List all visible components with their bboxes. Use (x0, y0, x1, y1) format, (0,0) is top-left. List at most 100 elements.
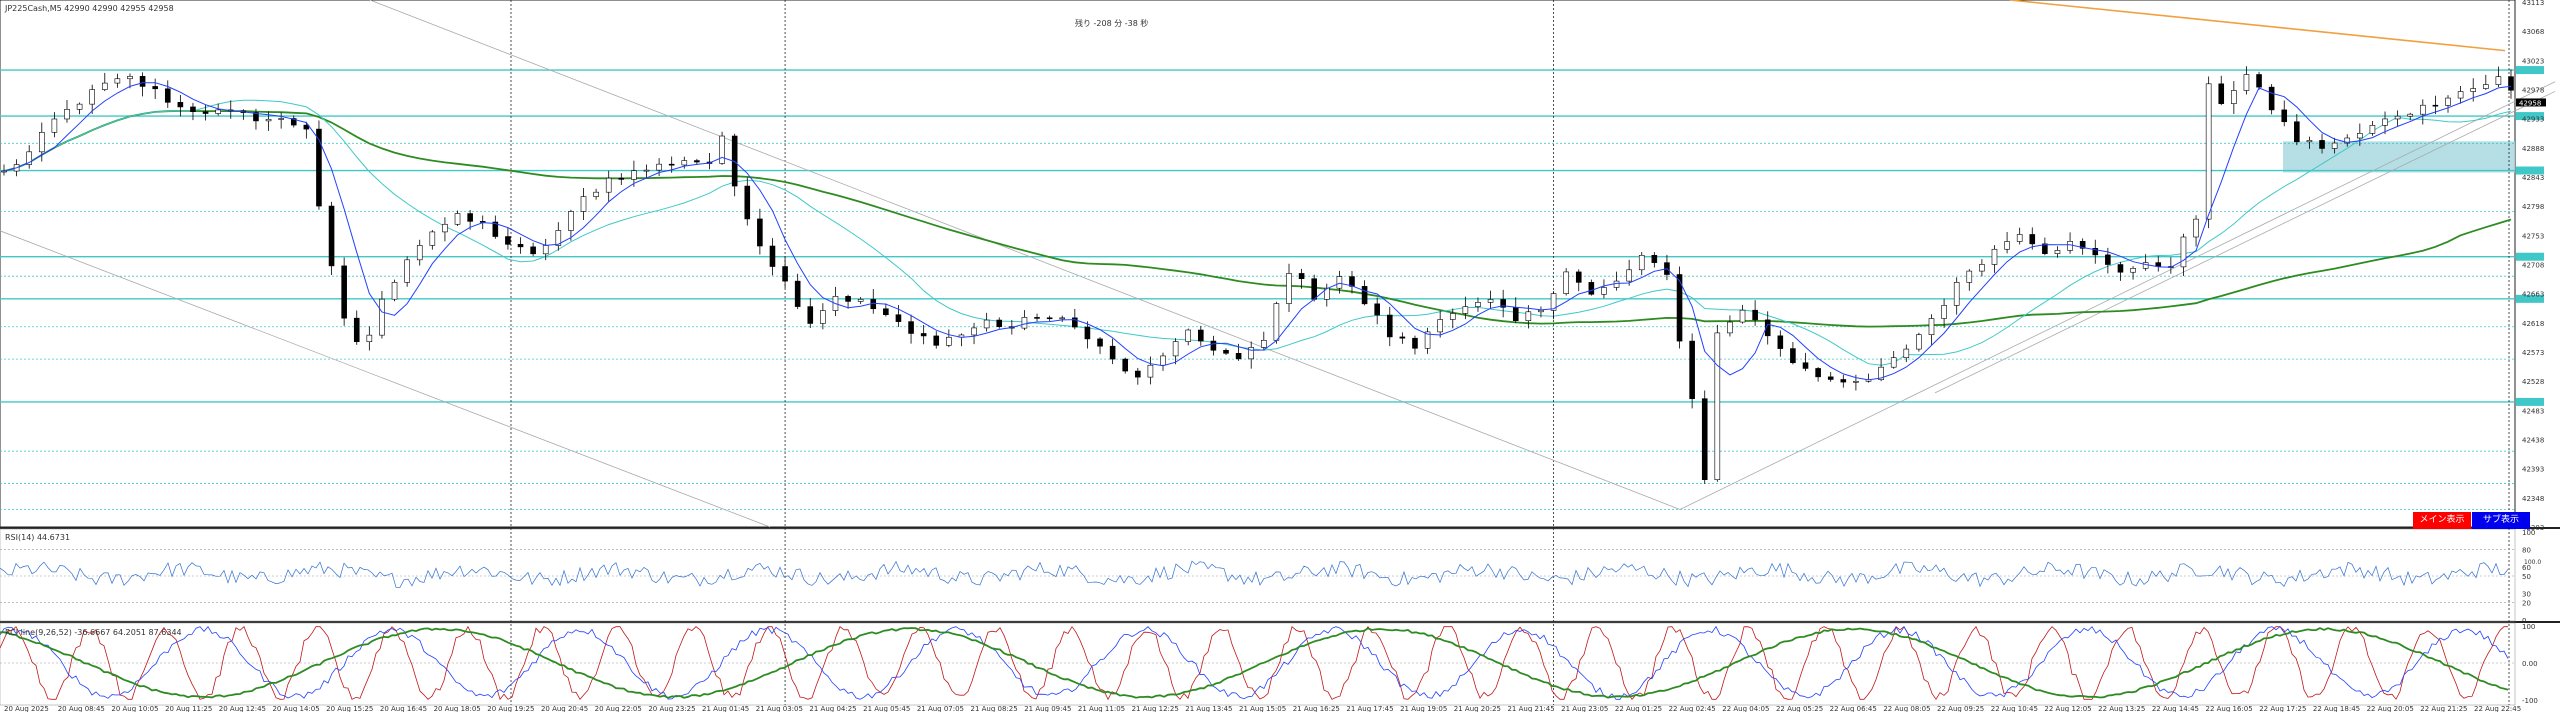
symbol-info: JP225Cash,M5 42990 42990 42955 42958 (4, 4, 174, 13)
x-tick-label: 22 Aug 22:45 (2474, 705, 2521, 712)
candle (555, 222, 562, 251)
sub-view-button[interactable]: サブ表示 (2472, 512, 2530, 529)
x-tick-label: 21 Aug 03:05 (756, 705, 803, 712)
candle (1802, 352, 1809, 372)
candle (2306, 136, 2313, 149)
y-tick-label: 42528 (2522, 378, 2544, 386)
candle (2369, 121, 2376, 136)
candle (530, 242, 536, 257)
trendline-gray (0, 230, 771, 528)
candle (1714, 324, 1721, 482)
candle (1336, 270, 1343, 294)
candle (2508, 69, 2514, 99)
x-tick-label: 22 Aug 05:25 (1776, 705, 1823, 712)
x-tick-label: 21 Aug 08:25 (971, 705, 1018, 712)
candle (631, 160, 637, 187)
candle (366, 326, 373, 351)
y-tick-label: 42438 (2522, 437, 2544, 445)
candle (1437, 310, 1443, 338)
y-tick-label: 42393 (2522, 466, 2544, 474)
rsi-tick-label: 20 (2522, 599, 2531, 607)
x-tick-label: 21 Aug 20:25 (1454, 705, 1501, 712)
x-tick-label: 22 Aug 01:25 (1615, 705, 1662, 712)
candle (2344, 134, 2351, 147)
x-tick-label: 22 Aug 04:05 (1722, 705, 1769, 712)
candle (1764, 311, 1771, 345)
x-tick-label: 21 Aug 12:25 (1132, 705, 1179, 712)
candle (353, 310, 360, 345)
y-tick-label: 42753 (2522, 232, 2544, 240)
x-tick-label: 21 Aug 17:45 (1346, 705, 1393, 712)
level-tag (2516, 252, 2544, 261)
candle (883, 303, 889, 317)
candle (517, 237, 524, 254)
candle (89, 84, 95, 114)
candle (757, 208, 763, 255)
rsi-panel (0, 528, 2516, 622)
candle (253, 108, 259, 130)
candle (1928, 314, 1935, 345)
candle (1727, 315, 1733, 337)
x-tick-label: 20 Aug 16:45 (380, 705, 427, 712)
main-view-button[interactable]: メイン表示 (2413, 512, 2471, 529)
x-tick-label: 20 Aug 20:45 (541, 705, 588, 712)
y-tick-label: 42573 (2522, 349, 2544, 357)
candle (1462, 296, 1469, 320)
candle (114, 73, 121, 88)
candle (1399, 332, 1406, 344)
candle (429, 230, 436, 250)
candle (2256, 71, 2262, 90)
rci-line-rci_52 (0, 627, 2509, 699)
candle (1361, 280, 1368, 306)
candle (1449, 308, 1456, 329)
candle (1223, 348, 1229, 356)
candle (1916, 332, 1922, 352)
rsi-tick-label: 100 (2522, 529, 2535, 537)
x-tick-label: 21 Aug 21:45 (1507, 705, 1554, 712)
candle (404, 256, 410, 287)
trendline-orange (2009, 0, 2506, 52)
candle (2268, 84, 2275, 115)
x-tick-label: 20 Aug 11:25 (165, 705, 212, 712)
x-tick-label: 22 Aug 14:45 (2152, 705, 2199, 712)
candle (1563, 268, 1569, 296)
x-tick-label: 21 Aug 16:25 (1293, 705, 1340, 712)
candle (946, 329, 952, 348)
candle (1072, 308, 1078, 330)
candle (2495, 66, 2502, 87)
candle (2218, 75, 2225, 106)
x-tick-label: 20 Aug 15:25 (326, 705, 373, 712)
level-tag (2516, 112, 2544, 121)
candle (794, 273, 801, 310)
candle (1198, 325, 1204, 346)
candle (1966, 269, 1973, 291)
candle (1525, 305, 1532, 329)
candle (971, 322, 977, 345)
candle (278, 112, 284, 129)
y-tick-label: 42618 (2522, 320, 2544, 328)
ma-mid-line (3, 99, 2512, 366)
candle (2042, 237, 2048, 256)
rsi-title: RSI(14) 44.6731 (5, 533, 70, 542)
y-tick-label: 42843 (2522, 174, 2544, 182)
candle (1424, 327, 1431, 354)
candle (2004, 231, 2010, 254)
candle (1790, 342, 1796, 365)
candle (605, 170, 612, 202)
candle (177, 94, 184, 117)
candle (1575, 269, 1582, 292)
x-tick-label: 20 Aug 2025 (4, 705, 49, 712)
candle (1273, 301, 1280, 344)
candle (2357, 123, 2363, 146)
candle (290, 115, 297, 128)
candle (101, 72, 108, 92)
candle (1550, 291, 1557, 320)
x-tick-label: 21 Aug 11:05 (1078, 705, 1125, 712)
candle (1601, 279, 1607, 299)
candle (152, 78, 158, 100)
candle (618, 173, 625, 185)
candle (2130, 266, 2136, 280)
y-tick-label: 42888 (2522, 145, 2544, 153)
candle (127, 73, 133, 89)
candle (2205, 76, 2212, 229)
